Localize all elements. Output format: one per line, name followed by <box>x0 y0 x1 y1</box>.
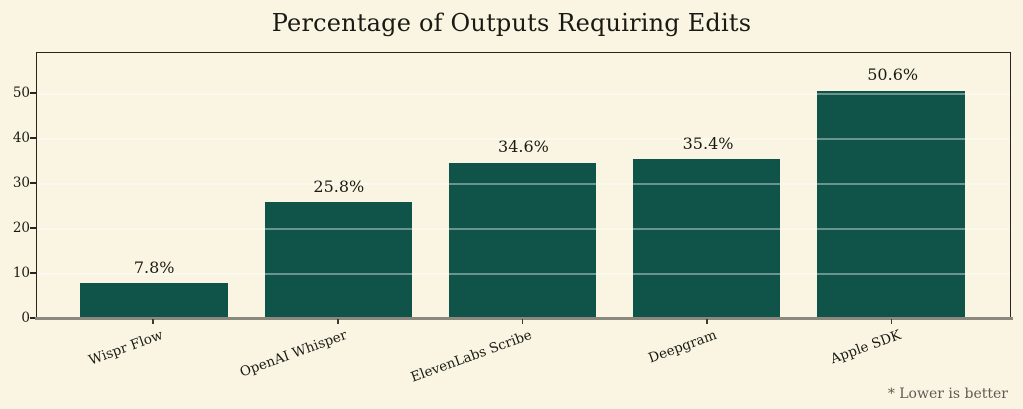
y-tick-label-20: 20 <box>12 219 30 236</box>
value-label-4: 50.6% <box>867 65 919 85</box>
y-tick-label-40: 40 <box>12 129 30 146</box>
x-tick-mark-1 <box>337 319 339 324</box>
x-tick-mark-3 <box>706 319 708 324</box>
x-tick-label-1: OpenAI Whisper <box>237 327 350 381</box>
plot-area: 7.8% 25.8% 34.6% 35.4% 50.6% <box>36 52 1011 318</box>
value-label-1: 25.8% <box>313 176 365 196</box>
x-axis-line <box>35 316 1013 320</box>
y-tick-label-50: 50 <box>12 84 30 101</box>
y-tick-label-0: 0 <box>21 310 30 326</box>
x-tick-label-3: Deepgram <box>645 327 719 367</box>
bar-2 <box>448 162 597 318</box>
bar-1 <box>264 202 412 318</box>
value-label-0: 7.8% <box>133 257 175 277</box>
bar-3 <box>633 159 781 318</box>
value-label-3: 35.4% <box>682 133 734 153</box>
x-tick-mark-4 <box>890 319 893 324</box>
value-label-2: 34.6% <box>498 137 549 157</box>
x-tick-label-4: Apple SDK <box>828 327 904 368</box>
y-tick-label-10: 10 <box>12 264 30 281</box>
bar-4 <box>817 91 965 318</box>
y-tick-label-30: 30 <box>12 174 30 191</box>
x-tick-mark-0 <box>152 319 154 324</box>
x-tick-mark-2 <box>521 319 524 324</box>
chart-title: Percentage of Outputs Requiring Edits <box>271 9 752 37</box>
bar-0 <box>80 283 228 318</box>
footnote: * Lower is better <box>887 386 1008 402</box>
x-tick-label-0: Wispr Flow <box>86 327 165 369</box>
x-tick-label-2: ElevenLabs Scribe <box>408 327 534 386</box>
